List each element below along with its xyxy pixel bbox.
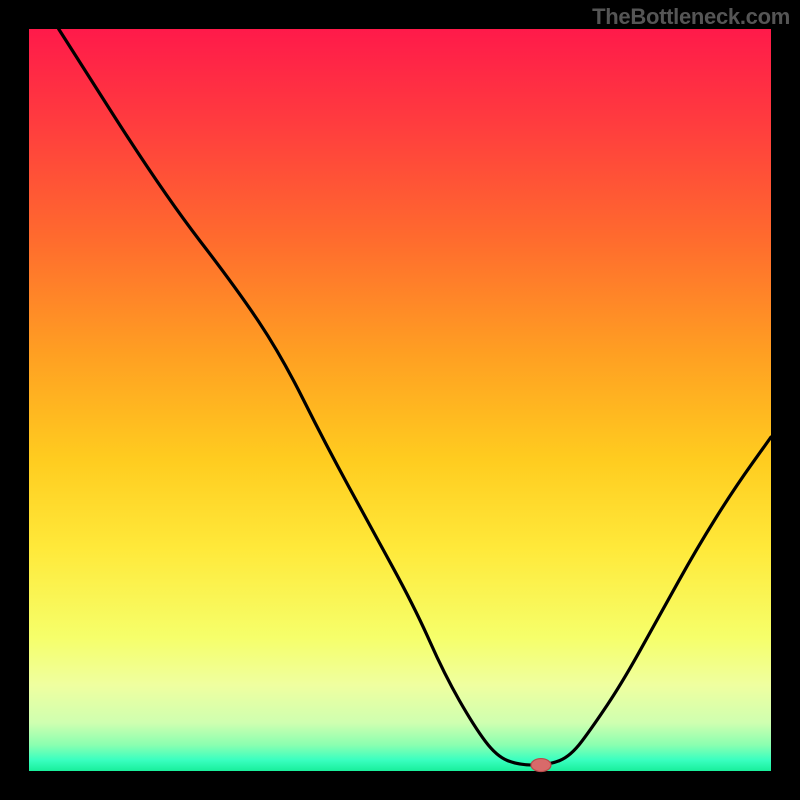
bottleneck-chart-figure: TheBottleneck.com	[0, 0, 800, 800]
plot-area-gradient	[29, 29, 771, 771]
chart-svg	[0, 0, 800, 800]
optimal-point-marker	[531, 759, 551, 772]
watermark-text: TheBottleneck.com	[592, 4, 790, 30]
